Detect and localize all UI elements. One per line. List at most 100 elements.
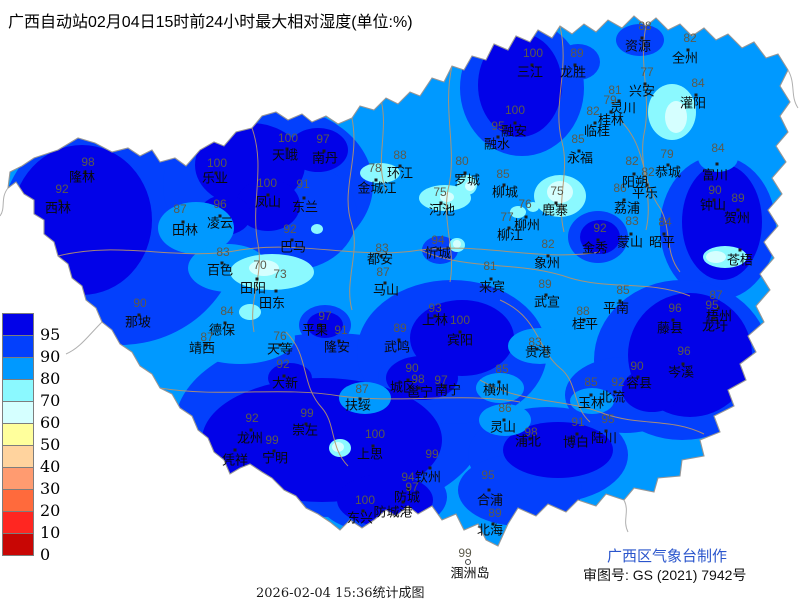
station-dot [577, 149, 581, 152]
station-value: 80 [455, 154, 469, 168]
station-dot [582, 318, 586, 321]
station-dot [502, 418, 506, 421]
station-label: 龙胜 [559, 64, 587, 80]
station-dot [458, 330, 462, 334]
station-label: 城区 [389, 379, 417, 395]
station-label: 灵山 [489, 419, 517, 435]
station-value: 99 [265, 433, 279, 447]
station-label: 东兴 [346, 510, 374, 526]
station-value: 94 [401, 470, 415, 484]
station-value: 84 [691, 76, 705, 90]
province-outline [7, 15, 791, 547]
station-value: 82 [641, 165, 655, 179]
station-value: 81 [608, 83, 622, 97]
station-value: 83 [216, 245, 230, 259]
station-dot [302, 196, 306, 199]
legend-label: 70 [40, 391, 61, 410]
station-value: 89 [570, 46, 584, 60]
station-label: 防城 [393, 489, 421, 505]
station-label: 横州 [482, 382, 510, 398]
station-label: 贵港 [524, 344, 552, 360]
station-label: 扶绥 [344, 397, 372, 413]
station-value: 87 [376, 265, 390, 279]
station-dot [463, 171, 466, 174]
station-value: 100 [277, 131, 299, 145]
station-value: 86 [498, 401, 512, 415]
station-value: 82 [683, 31, 697, 45]
station-dot [491, 522, 494, 525]
station-value: 92 [55, 182, 69, 196]
station-value: 89 [393, 321, 407, 335]
station-dot [716, 306, 719, 309]
station-dot [361, 509, 364, 513]
station-dot [573, 63, 577, 66]
station-dot [632, 172, 635, 175]
station-label: 融安 [500, 123, 528, 139]
station-label: 岑溪 [667, 364, 695, 380]
station-label: 金城江 [357, 180, 397, 196]
legend-label: 20 [40, 501, 61, 520]
station-dot [546, 254, 549, 257]
legend-label: 80 [40, 369, 61, 388]
station-dot [304, 422, 308, 425]
station-label: 西林 [44, 200, 72, 216]
station-label: 金秀 [581, 240, 609, 256]
station-label: 平乐 [631, 185, 659, 201]
station-value: 90 [133, 296, 147, 310]
legend-swatch [2, 401, 34, 424]
station-dot [433, 314, 437, 318]
station-label: 防城港 [373, 504, 413, 520]
station-label: 隆林 [68, 169, 96, 185]
station-value: 96 [668, 301, 682, 315]
station-value: 83 [528, 335, 542, 349]
weizhou-island-marker [465, 559, 471, 565]
station-label: 马山 [372, 282, 400, 298]
station-value: 85 [584, 375, 598, 389]
station-dot [554, 201, 558, 204]
station-dot [643, 82, 646, 85]
station-value: 100 [256, 176, 278, 190]
station-dot [274, 289, 278, 292]
station-dot [383, 281, 386, 285]
station-label: 永福 [566, 150, 594, 166]
station-label: 全州 [671, 50, 699, 66]
station-value: 87 [173, 202, 187, 216]
station-dot [203, 343, 206, 346]
station-dot [640, 36, 643, 40]
station-dot [712, 198, 716, 201]
station-value: 85 [496, 167, 510, 181]
station-value: 92 [611, 375, 625, 389]
station-dot [214, 171, 218, 174]
station-label: 乐业 [201, 170, 229, 186]
station-value: 89 [538, 277, 552, 291]
legend-label: 30 [40, 479, 61, 498]
station-value: 98 [524, 425, 538, 439]
station-label: 平南 [602, 300, 630, 316]
station-value: 100 [206, 156, 228, 170]
station-dot [406, 487, 409, 491]
station-dot [406, 378, 409, 381]
station-dot [524, 215, 528, 218]
legend-swatch [2, 335, 34, 358]
station-value: 99 [458, 546, 472, 560]
station-label: 南宁 [434, 382, 462, 398]
station-value: 79 [660, 147, 674, 161]
station-label: 富川 [701, 167, 729, 183]
station-value: 95 [705, 298, 719, 312]
station-dot [83, 170, 87, 173]
station-value: 89 [488, 506, 502, 520]
station-dot [371, 444, 374, 448]
station-label: 罗城 [453, 172, 481, 188]
station-label: 三江 [516, 64, 544, 80]
station-value: 76 [518, 197, 532, 211]
stats-time: 2026-02-04 15:36统计成图 [256, 586, 425, 600]
station-dot [535, 347, 538, 351]
station-value: 83 [625, 214, 639, 228]
station-dot [617, 99, 621, 103]
station-label: 南丹 [311, 150, 339, 166]
station-label: 巴马 [279, 239, 307, 255]
station-label: 藤县 [656, 320, 684, 336]
station-label: 蒙山 [616, 234, 644, 250]
station-dot [397, 338, 400, 341]
station-value: 84 [658, 215, 672, 229]
